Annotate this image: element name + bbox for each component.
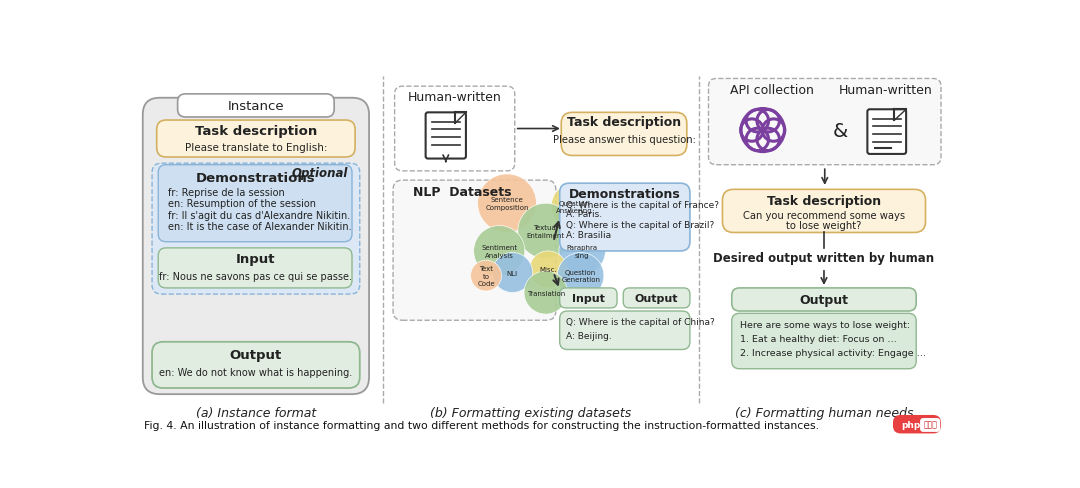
Circle shape <box>492 253 532 293</box>
Text: en: We do not know what is happening.: en: We do not know what is happening. <box>159 367 352 377</box>
Text: (b) Formatting existing datasets: (b) Formatting existing datasets <box>430 407 631 419</box>
Text: Desired output written by human: Desired output written by human <box>714 251 934 264</box>
FancyBboxPatch shape <box>732 288 916 311</box>
Text: Demonstrations: Demonstrations <box>197 171 315 184</box>
Circle shape <box>559 228 606 274</box>
Text: Output: Output <box>799 293 849 306</box>
Text: Input: Input <box>572 293 605 304</box>
FancyBboxPatch shape <box>426 113 465 159</box>
Text: Q: Where is the capital of China?: Q: Where is the capital of China? <box>566 318 715 326</box>
Circle shape <box>474 226 525 277</box>
FancyBboxPatch shape <box>867 110 906 155</box>
FancyBboxPatch shape <box>623 288 690 308</box>
Text: Translation: Translation <box>527 290 565 296</box>
FancyBboxPatch shape <box>394 87 515 171</box>
Circle shape <box>551 184 597 230</box>
Text: Demonstrations: Demonstrations <box>569 188 680 201</box>
Text: 1. Eat a healthy diet: Focus on …: 1. Eat a healthy diet: Focus on … <box>740 335 896 344</box>
Text: A: Brasilia: A: Brasilia <box>566 230 611 239</box>
FancyBboxPatch shape <box>143 99 369 394</box>
Text: Textual
Entailment: Textual Entailment <box>527 224 565 238</box>
FancyBboxPatch shape <box>732 314 916 369</box>
Text: to lose weight?: to lose weight? <box>786 220 862 230</box>
Text: NLP  Datasets: NLP Datasets <box>413 186 511 199</box>
Text: Task description: Task description <box>194 125 318 138</box>
Text: Sentiment
Analysis: Sentiment Analysis <box>482 244 517 258</box>
Text: Optional: Optional <box>292 166 348 180</box>
FancyBboxPatch shape <box>177 95 334 118</box>
Text: (a) Instance format: (a) Instance format <box>195 407 316 419</box>
Text: fr: Il s'agit du cas d'Alexandre Nikitin.: fr: Il s'agit du cas d'Alexandre Nikitin… <box>167 210 350 220</box>
Text: Please translate to English:: Please translate to English: <box>185 142 327 153</box>
FancyBboxPatch shape <box>723 190 926 233</box>
Text: Misc.: Misc. <box>539 267 557 273</box>
Text: en: Resumption of the session: en: Resumption of the session <box>167 199 315 209</box>
Circle shape <box>529 251 567 288</box>
Text: Text
to
Code: Text to Code <box>477 265 495 286</box>
Text: Output: Output <box>635 293 678 304</box>
FancyBboxPatch shape <box>393 181 556 321</box>
FancyBboxPatch shape <box>157 121 355 158</box>
FancyBboxPatch shape <box>152 164 360 294</box>
Text: Q: Where is the capital of France?: Q: Where is the capital of France? <box>566 201 719 210</box>
Text: php: php <box>902 420 921 429</box>
Text: A: Paris.: A: Paris. <box>566 210 602 219</box>
Text: API collection: API collection <box>730 83 814 97</box>
Text: NLI: NLI <box>507 270 518 276</box>
Text: Can you recommend some ways: Can you recommend some ways <box>743 210 905 220</box>
Text: Sentence
Composition: Sentence Composition <box>485 197 529 210</box>
FancyBboxPatch shape <box>159 165 352 242</box>
Text: 中文网: 中文网 <box>923 420 937 429</box>
Circle shape <box>477 175 537 233</box>
FancyBboxPatch shape <box>559 184 690 251</box>
Circle shape <box>471 261 501 291</box>
FancyBboxPatch shape <box>920 418 941 432</box>
Text: 2. Increase physical activity: Engage …: 2. Increase physical activity: Engage … <box>740 348 926 357</box>
Text: Task description: Task description <box>767 194 881 207</box>
Text: Paraphra
sing: Paraphra sing <box>567 244 597 258</box>
Text: Question
Generation: Question Generation <box>562 269 600 283</box>
FancyBboxPatch shape <box>893 415 941 433</box>
FancyBboxPatch shape <box>152 342 360 388</box>
Text: Output: Output <box>230 348 282 361</box>
Text: (c) Formatting human needs: (c) Formatting human needs <box>734 407 914 419</box>
Text: A: Beijing.: A: Beijing. <box>566 331 611 341</box>
FancyBboxPatch shape <box>708 80 941 165</box>
Text: Human-written: Human-written <box>838 83 932 97</box>
Text: fr: Reprise de la session: fr: Reprise de la session <box>167 187 284 197</box>
FancyBboxPatch shape <box>559 288 617 308</box>
Text: Human-written: Human-written <box>408 91 501 104</box>
Text: Question
Answering: Question Answering <box>556 200 593 214</box>
Text: Here are some ways to lose weight:: Here are some ways to lose weight: <box>740 321 909 330</box>
Circle shape <box>517 204 573 259</box>
FancyBboxPatch shape <box>562 113 687 156</box>
Text: &: & <box>833 122 848 140</box>
Text: Input: Input <box>237 253 275 265</box>
Text: fr: Nous ne savons pas ce qui se passe.: fr: Nous ne savons pas ce qui se passe. <box>160 271 352 281</box>
Circle shape <box>524 271 567 314</box>
Text: Q: Where is the capital of Brazil?: Q: Where is the capital of Brazil? <box>566 221 714 230</box>
Text: en: It is the case of Alexander Nikitin.: en: It is the case of Alexander Nikitin. <box>167 222 351 232</box>
Text: Please answer this question:: Please answer this question: <box>553 135 696 145</box>
Text: Task description: Task description <box>567 116 681 129</box>
Circle shape <box>557 253 604 299</box>
FancyBboxPatch shape <box>559 311 690 350</box>
Text: Fig. 4. An illustration of instance formatting and two different methods for con: Fig. 4. An illustration of instance form… <box>145 420 820 430</box>
FancyBboxPatch shape <box>159 248 352 288</box>
Text: Instance: Instance <box>228 100 284 113</box>
